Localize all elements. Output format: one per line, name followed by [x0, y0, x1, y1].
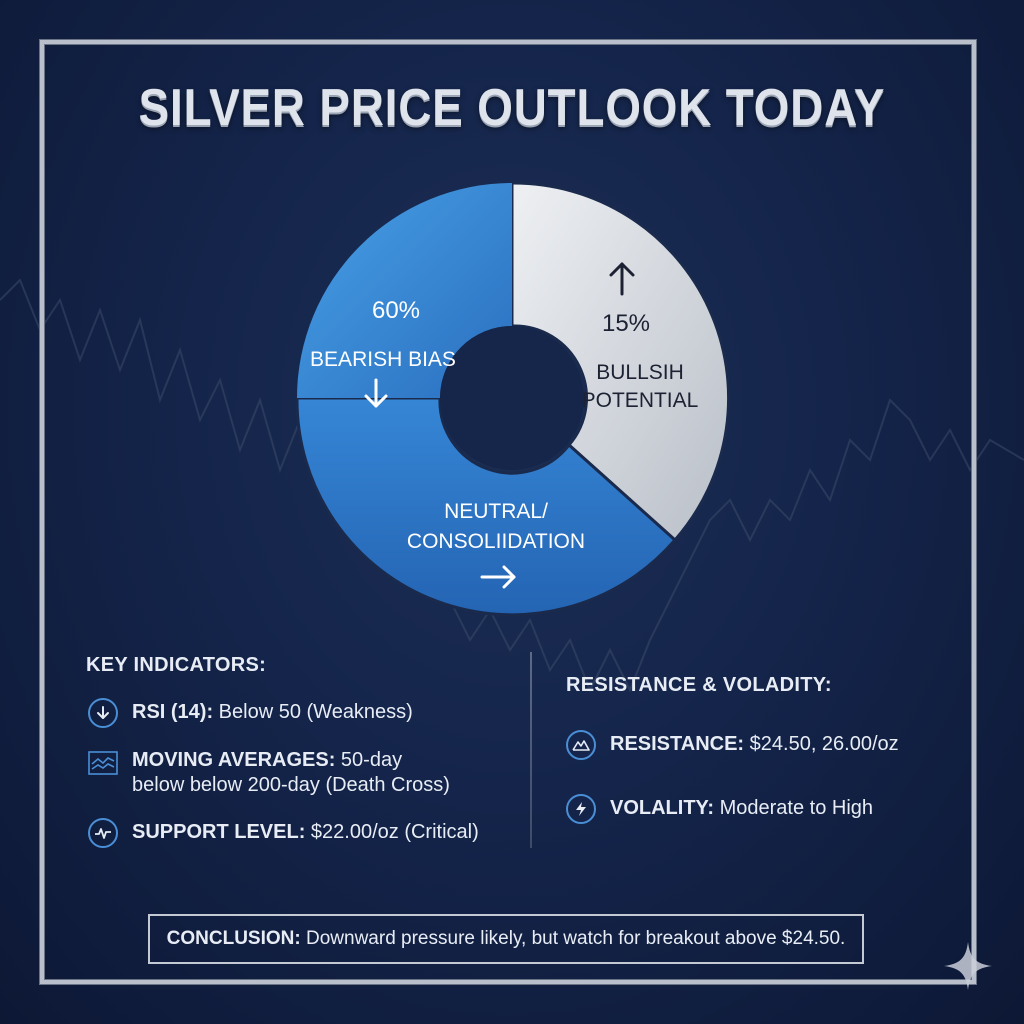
pulse-circle-icon	[88, 818, 118, 848]
page-title: SILVER PRICE OUTLOOK TODAY	[138, 79, 886, 137]
volatility-value: Moderate to High	[714, 797, 874, 819]
donut-hole	[440, 326, 584, 470]
ma-value-line2: below below 200-day (Death Cross)	[132, 774, 450, 796]
indicator-volatility: VOLALITY: Moderate to High	[566, 794, 874, 824]
neutral-label-line2: CONSOLIIDATION	[407, 530, 585, 553]
support-value: $22.00/oz (Critical)	[305, 821, 479, 843]
resistance-value: $24.50, 26.00/oz	[744, 733, 899, 755]
bearish-pct-label: 60%	[372, 297, 420, 324]
bearish-slice-label: BEARISH BIAS	[310, 348, 456, 371]
resistance-name: RESISTANCE:	[610, 733, 745, 755]
bullish-label-line2: POTENTIAL	[582, 389, 699, 412]
conclusion-label: CONCLUSION:	[166, 928, 301, 949]
slice-neutral	[295, 396, 678, 617]
chart-lines-icon	[88, 748, 118, 778]
rsi-name: RSI (14):	[132, 701, 214, 723]
conclusion-box: CONCLUSION: Downward pressure likely, bu…	[148, 914, 864, 964]
slice-bullish	[510, 181, 731, 543]
lightning-circle-icon	[566, 794, 596, 824]
indicator-resistance: RESISTANCE: $24.50, 26.00/oz	[566, 730, 899, 760]
conclusion-text: Downward pressure likely, but watch for …	[300, 928, 846, 949]
ma-name: MOVING AVERAGES:	[132, 749, 336, 771]
column-divider	[530, 652, 532, 848]
resistance-heading: RESISTANCE & VOLADITY:	[566, 674, 832, 696]
down-arrow-circle-icon	[88, 698, 118, 728]
right-arrow-icon	[480, 565, 516, 589]
indicator-support-level: SUPPORT LEVEL: $22.00/oz (Critical)	[88, 818, 479, 848]
indicator-moving-averages: MOVING AVERAGES: 50-day below below 200-…	[88, 748, 450, 798]
bullish-pct-label: 15%	[602, 310, 650, 337]
bullish-label-line1: BULLSIH	[596, 361, 684, 384]
slice-bearish	[297, 183, 512, 398]
up-arrow-icon	[609, 262, 635, 296]
mountain-circle-icon	[566, 730, 596, 760]
volatility-name: VOLALITY:	[610, 797, 715, 819]
neutral-label-line1: NEUTRAL/	[444, 500, 548, 523]
sparkle-icon	[944, 942, 992, 990]
rsi-value: Below 50 (Weakness)	[213, 701, 413, 723]
outer-frame	[40, 40, 976, 984]
down-arrow-icon	[364, 378, 388, 408]
indicator-rsi: RSI (14): Below 50 (Weakness)	[88, 698, 413, 728]
ma-value: 50-day	[335, 749, 403, 771]
key-indicators-heading: KEY INDICATORS:	[86, 654, 267, 676]
support-name: SUPPORT LEVEL:	[132, 821, 306, 843]
